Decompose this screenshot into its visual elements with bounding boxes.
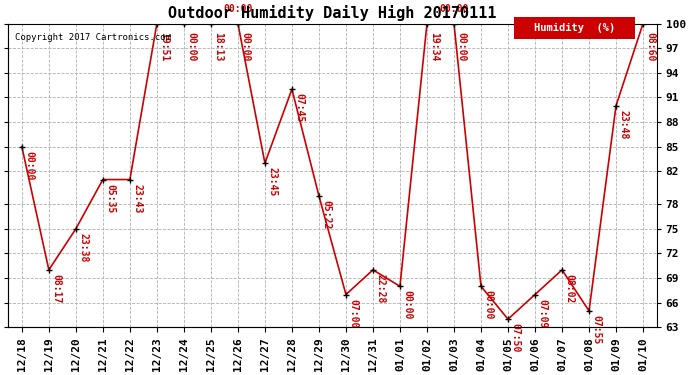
Text: 05:35: 05:35 bbox=[105, 184, 115, 213]
Text: 22:28: 22:28 bbox=[375, 274, 385, 303]
Text: 07:00: 07:00 bbox=[348, 298, 358, 328]
Text: 23:48: 23:48 bbox=[618, 110, 628, 139]
Text: 00:00: 00:00 bbox=[402, 290, 412, 320]
Text: 08:17: 08:17 bbox=[51, 274, 61, 303]
Text: 07:45: 07:45 bbox=[294, 93, 304, 123]
Text: 07:50: 07:50 bbox=[510, 323, 520, 352]
Text: Humidity  (%): Humidity (%) bbox=[534, 23, 615, 33]
Title: Outdoor Humidity Daily High 20170111: Outdoor Humidity Daily High 20170111 bbox=[168, 5, 497, 21]
Text: 19:51: 19:51 bbox=[159, 32, 169, 61]
Text: 00:00: 00:00 bbox=[186, 32, 196, 61]
Text: 07:55: 07:55 bbox=[591, 315, 601, 344]
Text: 00:00: 00:00 bbox=[440, 4, 469, 13]
Text: 23:45: 23:45 bbox=[267, 167, 277, 196]
Text: 00:00: 00:00 bbox=[24, 151, 34, 180]
Text: 19:34: 19:34 bbox=[429, 32, 439, 61]
Text: 00:00: 00:00 bbox=[224, 4, 253, 13]
Text: 23:43: 23:43 bbox=[132, 184, 142, 213]
Text: 00:00: 00:00 bbox=[456, 32, 466, 61]
Text: 05:22: 05:22 bbox=[321, 200, 331, 230]
Text: 08:60: 08:60 bbox=[645, 32, 656, 61]
Text: 00:00: 00:00 bbox=[240, 32, 250, 61]
Text: 00:00: 00:00 bbox=[483, 290, 493, 320]
Text: 08:02: 08:02 bbox=[564, 274, 574, 303]
Text: 18:13: 18:13 bbox=[213, 32, 223, 61]
Text: Copyright 2017 Cartronics.com: Copyright 2017 Cartronics.com bbox=[14, 33, 170, 42]
Text: 07:09: 07:09 bbox=[538, 298, 547, 328]
Text: 23:38: 23:38 bbox=[78, 233, 88, 262]
